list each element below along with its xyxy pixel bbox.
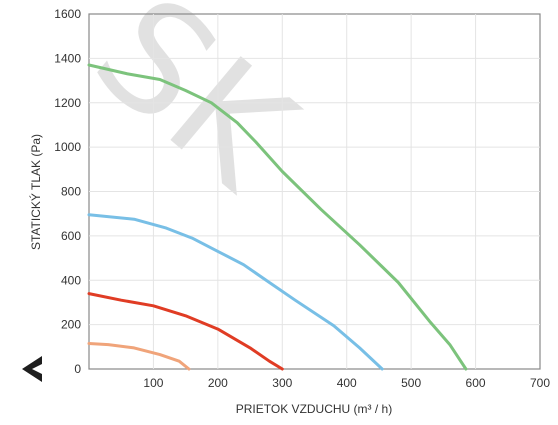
x-tick-label: 400 [337, 376, 357, 390]
back-button[interactable] [14, 354, 48, 384]
watermark-text: SK [63, 0, 326, 224]
series-line-1 [87, 342, 191, 371]
y-tick-label: 1000 [54, 140, 81, 154]
watermark: SK [63, 0, 326, 224]
y-axis-ticks: 0 200 400 600 800 1000 1200 1400 1600 [54, 7, 81, 376]
y-tick-label: 1400 [54, 51, 81, 65]
series-line-4 [87, 63, 468, 371]
y-tick-label: 1200 [54, 96, 81, 110]
y-axis-title: STATICKÝ TLAK (Pa) [28, 134, 43, 250]
y-tick-label: 600 [61, 229, 81, 243]
x-tick-label: 600 [466, 376, 486, 390]
y-tick-label: 1600 [54, 7, 81, 21]
y-tick-label: 200 [61, 318, 81, 332]
series-layer [87, 63, 468, 371]
x-axis-title: PRIETOK VZDUCHU (m³ / h) [236, 402, 392, 416]
y-tick-label: 0 [74, 362, 81, 376]
x-tick-label: 700 [530, 376, 550, 390]
chevron-left-icon [22, 356, 42, 382]
series-line-2 [87, 292, 284, 371]
x-tick-label: 300 [272, 376, 292, 390]
y-tick-label: 800 [61, 185, 81, 199]
x-tick-label: 100 [143, 376, 163, 390]
x-tick-label: 200 [208, 376, 228, 390]
y-tick-label: 400 [61, 273, 81, 287]
series-line-3 [87, 213, 384, 371]
x-axis-ticks: 100 200 300 400 500 600 700 [143, 376, 550, 390]
x-tick-label: 500 [401, 376, 421, 390]
grid [89, 14, 540, 369]
